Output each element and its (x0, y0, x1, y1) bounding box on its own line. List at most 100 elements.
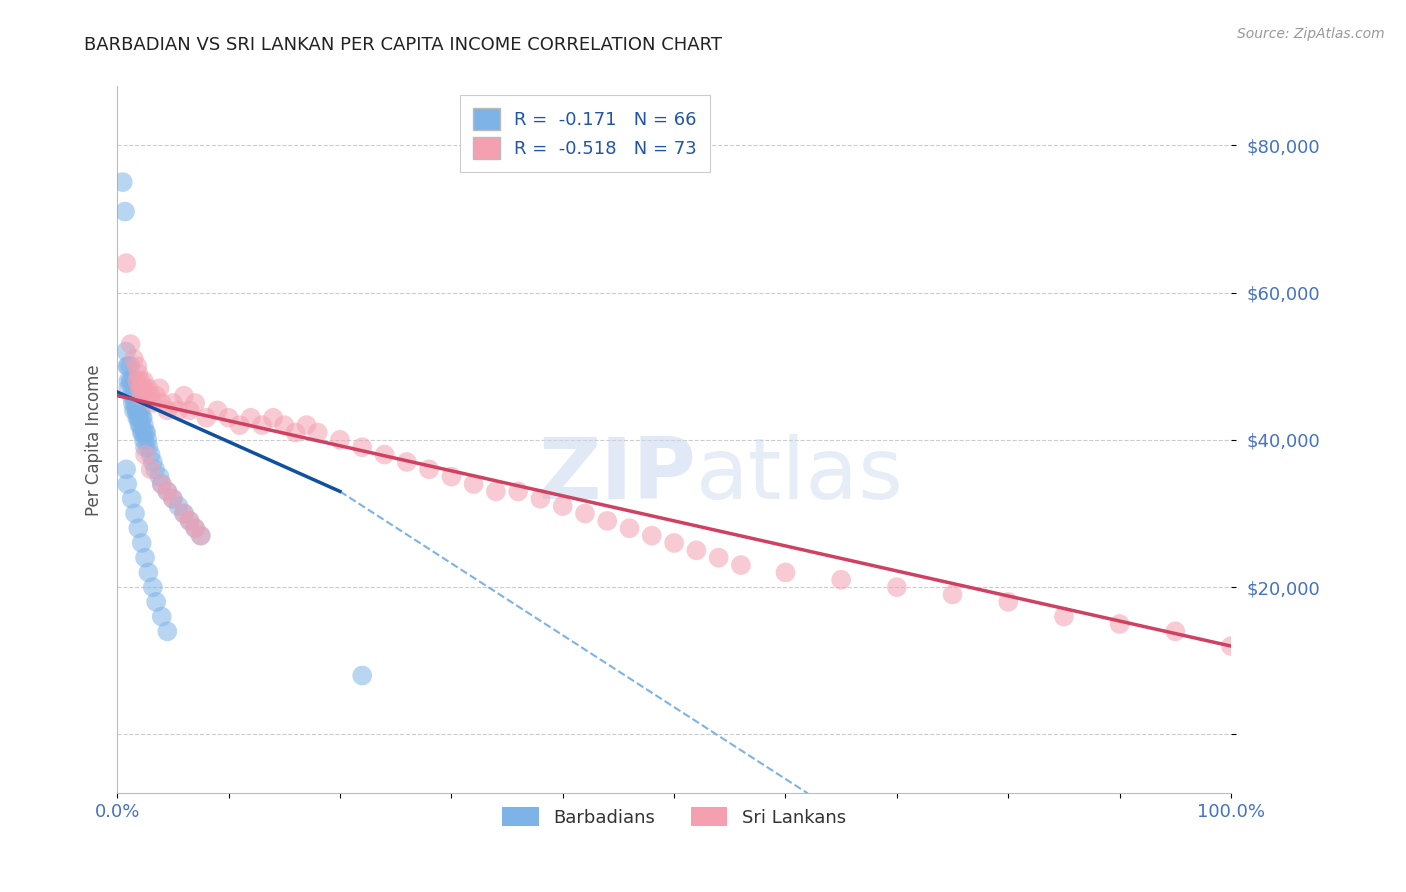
Point (139, 389, 162, 403)
Point (127, 410, 149, 425)
Point (124, 396, 146, 410)
Point (162, 491, 184, 506)
Point (295, 418, 318, 433)
Point (619, 521, 641, 535)
Point (156, 624, 179, 639)
Point (997, 595, 1019, 609)
Point (131, 536, 153, 550)
Point (127, 367, 149, 381)
Point (173, 389, 195, 403)
Point (228, 418, 250, 433)
Point (641, 528, 664, 542)
Legend: Barbadians, Sri Lankans: Barbadians, Sri Lankans (495, 800, 853, 834)
Point (115, 477, 138, 491)
Point (132, 374, 155, 388)
Point (1053, 609, 1076, 624)
Point (685, 543, 707, 558)
Point (1220, 639, 1243, 653)
Point (352, 440, 374, 454)
Point (138, 440, 160, 454)
Point (179, 403, 201, 417)
Point (134, 381, 156, 395)
Point (124, 507, 146, 521)
Point (179, 514, 201, 528)
Point (127, 521, 149, 535)
Point (127, 396, 149, 410)
Point (440, 469, 463, 483)
Point (273, 418, 295, 433)
Point (529, 491, 551, 506)
Point (121, 396, 143, 410)
Point (167, 403, 190, 417)
Point (148, 381, 170, 395)
Text: atlas: atlas (696, 434, 904, 516)
Point (136, 433, 159, 447)
Point (139, 448, 162, 462)
Point (121, 374, 143, 388)
Point (195, 410, 218, 425)
Point (662, 536, 685, 550)
Point (262, 410, 284, 425)
Point (150, 477, 173, 491)
Point (167, 499, 190, 513)
Point (145, 389, 167, 403)
Point (128, 381, 150, 395)
Point (125, 403, 148, 417)
Point (307, 425, 329, 440)
Point (131, 410, 153, 425)
Point (134, 440, 156, 454)
Point (775, 566, 797, 580)
Point (121, 491, 143, 506)
Point (115, 359, 138, 374)
Point (941, 587, 963, 601)
Point (485, 484, 508, 499)
Point (1108, 617, 1130, 632)
Point (135, 389, 157, 403)
Point (127, 410, 149, 425)
Point (730, 558, 752, 572)
Point (122, 389, 145, 403)
Point (156, 403, 179, 417)
Point (190, 528, 212, 542)
Point (1164, 624, 1187, 639)
Point (131, 381, 153, 395)
Point (114, 204, 136, 219)
Point (142, 455, 165, 469)
Point (148, 469, 170, 483)
Point (139, 462, 162, 476)
Point (117, 381, 139, 395)
Point (128, 403, 150, 417)
Point (127, 359, 149, 374)
Point (129, 403, 152, 417)
Point (121, 389, 143, 403)
Point (373, 448, 395, 462)
Text: BARBADIAN VS SRI LANKAN PER CAPITA INCOME CORRELATION CHART: BARBADIAN VS SRI LANKAN PER CAPITA INCOM… (84, 36, 723, 54)
Point (886, 580, 908, 594)
Text: ZIP: ZIP (538, 434, 696, 516)
Point (135, 425, 157, 440)
Point (127, 403, 149, 417)
Point (142, 396, 165, 410)
Point (138, 566, 160, 580)
Point (184, 521, 207, 535)
Point (132, 433, 155, 447)
Point (239, 410, 262, 425)
Point (150, 609, 173, 624)
Point (418, 462, 440, 476)
Point (134, 550, 156, 565)
Point (131, 389, 153, 403)
Y-axis label: Per Capita Income: Per Capita Income (86, 364, 103, 516)
Point (143, 462, 166, 476)
Point (596, 514, 619, 528)
Point (156, 484, 179, 499)
Point (129, 374, 152, 388)
Point (127, 374, 149, 388)
Point (184, 396, 207, 410)
Point (551, 499, 574, 513)
Point (508, 484, 530, 499)
Point (574, 507, 596, 521)
Point (129, 418, 152, 433)
Point (142, 580, 165, 594)
Point (120, 337, 142, 351)
Point (218, 410, 240, 425)
